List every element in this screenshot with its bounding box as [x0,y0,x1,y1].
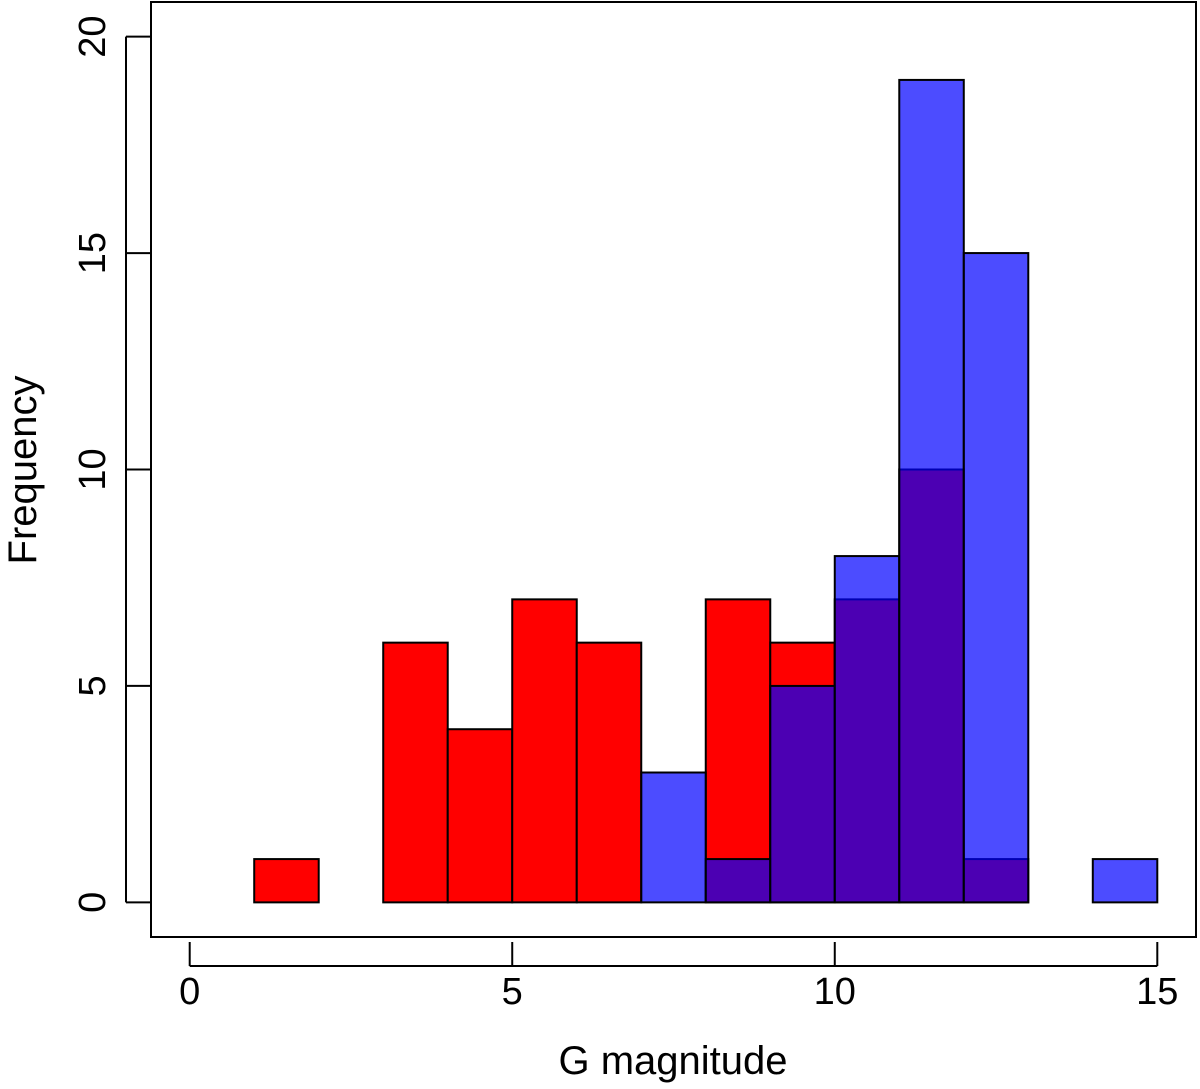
x-tick-label: 0 [179,971,200,1013]
y-tick-label: 20 [72,15,114,57]
blue-bar [962,252,1030,904]
plot-frame [150,1,1197,938]
x-tick-label: 15 [1136,971,1178,1013]
y-tick-label: 0 [72,892,114,913]
blue-bar [833,555,901,904]
axes: 0 5 10 15 0 5 10 15 20 [72,15,1178,1013]
y-tick-label: 10 [72,448,114,490]
blue-bar [769,684,836,904]
blue-bar [704,858,772,904]
red-bar [575,641,643,904]
red-bar [704,598,772,904]
blue-bar [1091,858,1159,904]
y-tick-label: 5 [72,675,114,696]
blue-bar [640,771,707,904]
red-bar [382,641,449,904]
y-axis-title: Frequency [1,376,45,565]
y-tick-label: 15 [72,232,114,274]
x-axis-title: G magnitude [558,1039,787,1083]
x-tick-label: 5 [502,971,523,1013]
blue-series [640,78,1159,904]
blue-bar [898,78,965,904]
x-tick-label: 10 [814,971,856,1013]
red-bar [446,728,514,904]
red-bar [253,858,320,904]
red-bar [511,598,578,904]
